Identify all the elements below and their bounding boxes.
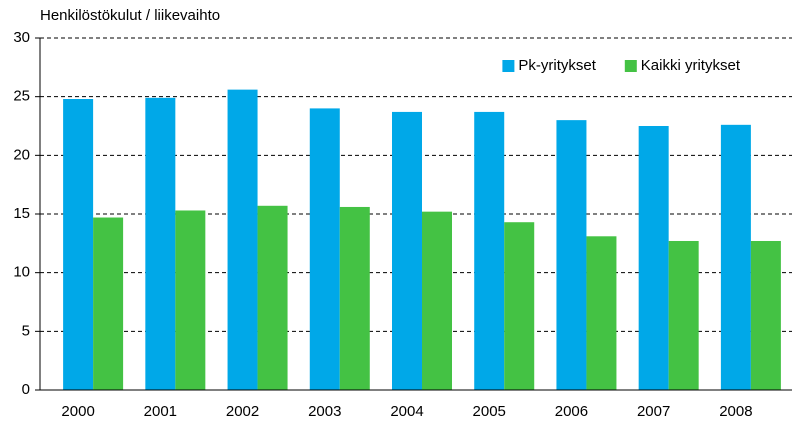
bar	[638, 126, 669, 390]
bar	[309, 108, 340, 391]
bar	[422, 211, 452, 390]
x-tick-label: 2002	[226, 403, 259, 420]
x-tick-label: 2005	[473, 403, 506, 420]
x-tick-label: 2003	[308, 403, 341, 420]
bar	[556, 120, 587, 390]
bar	[504, 222, 535, 390]
x-tick-label: 2004	[390, 403, 423, 420]
legend-label: Pk-yritykset	[518, 57, 596, 74]
x-tick-label: 2008	[719, 403, 752, 420]
y-tick-label: 5	[22, 322, 30, 339]
chart-title: Henkilöstökulut / liikevaihto	[40, 7, 220, 24]
x-tick-label: 2001	[144, 403, 177, 420]
bar	[720, 124, 751, 391]
bar	[257, 205, 288, 390]
legend-swatch	[624, 60, 637, 72]
legend-swatch	[502, 60, 515, 72]
bar	[227, 89, 258, 391]
x-tick-label: 2000	[61, 403, 94, 420]
bar	[586, 236, 617, 390]
y-tick-label: 30	[13, 29, 30, 46]
bar	[175, 210, 206, 390]
bar	[145, 97, 176, 390]
bar	[93, 217, 124, 390]
bar	[392, 111, 422, 391]
legend-label: Kaikki yritykset	[641, 57, 741, 74]
y-tick-label: 15	[13, 205, 30, 222]
x-tick-label: 2006	[555, 403, 588, 420]
bar	[750, 240, 781, 390]
bar	[339, 206, 370, 390]
bar	[63, 99, 94, 390]
y-tick-label: 20	[13, 146, 30, 163]
x-tick-label: 2007	[637, 403, 670, 420]
y-tick-label: 10	[13, 264, 30, 281]
y-tick-label: 25	[13, 88, 30, 105]
bar	[668, 240, 699, 390]
y-tick-label: 0	[22, 381, 30, 398]
bar	[474, 111, 505, 391]
